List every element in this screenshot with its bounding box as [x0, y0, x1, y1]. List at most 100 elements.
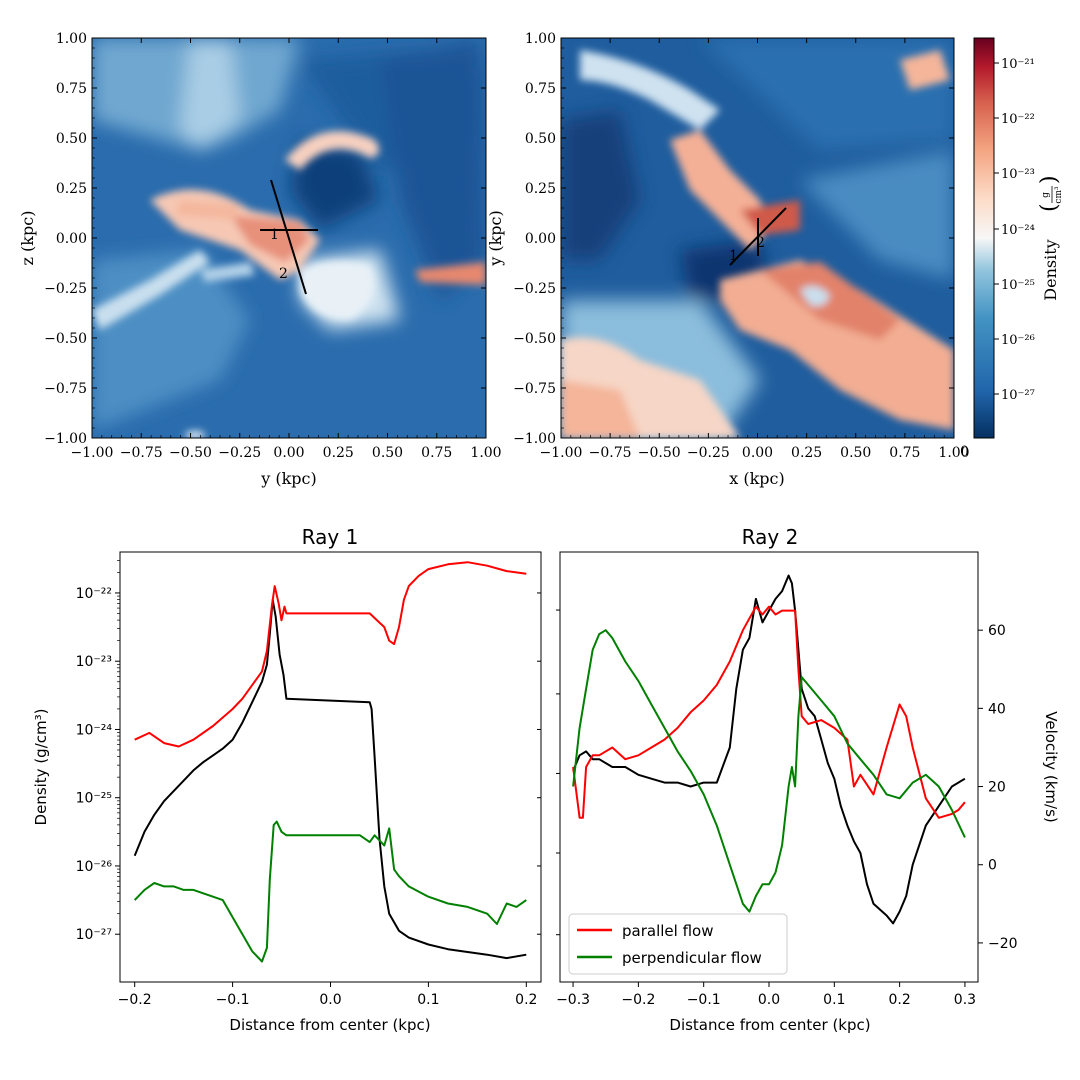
- map-ytick-label: −1.00: [44, 431, 87, 447]
- map-xtick-label: −0.50: [638, 445, 681, 461]
- map-xy-ylabel: y (kpc): [486, 210, 505, 267]
- ytick-label: −20: [988, 936, 1018, 952]
- colorbar-tick-label: 10⁻²⁵: [1001, 278, 1035, 293]
- xtick-label: 0.0: [758, 992, 780, 1008]
- map-ytick-label: 0.00: [56, 231, 87, 247]
- ray1-series: [133, 561, 527, 963]
- map-xtick-label: 0.75: [421, 445, 452, 461]
- colorbar-paren-close: ): [1037, 175, 1062, 184]
- xtick-label: −0.2: [621, 992, 655, 1008]
- map-xtick-label: 1.00: [470, 445, 501, 461]
- map-ytick-label: 0.50: [525, 131, 556, 147]
- ray1-frame: [119, 551, 542, 983]
- map-xtick-label: −0.75: [589, 445, 632, 461]
- xtick-label: −0.1: [216, 992, 250, 1008]
- ray1-panel: Ray 1 −0.2 −0.1 0.0 0.1 0.2 10⁻²⁷ 10⁻²⁶ 10⁻²⁵ 10…: [32, 525, 542, 1034]
- colorbar-label: Density: [1041, 239, 1060, 300]
- density-map-yz: −1.00−1.00 −0.75 −0.75 −0.50 −0.50 −0.25 −0.25…: [18, 31, 502, 488]
- map-ytick-label: 0.00: [525, 231, 556, 247]
- map-ytick-label: 0.25: [525, 181, 556, 197]
- colorbar-tick-label: 10⁻²⁷: [1001, 388, 1035, 403]
- map-xy-ticks: −1.00−1.00 −0.75 −0.75 −0.50 −0.50 −0.25 −0.25…: [513, 31, 969, 461]
- xtick-label: 0.3: [954, 992, 976, 1008]
- map-ytick-label: −0.25: [44, 281, 87, 297]
- xtick-label: 0.0: [319, 992, 341, 1008]
- colorbar-unit-num: g: [1041, 192, 1051, 198]
- map-xy-ray2-label: 2: [756, 235, 765, 251]
- map-xtick-label: −1.00: [71, 445, 114, 461]
- ray2-frame: [559, 551, 979, 983]
- ray2-series: [572, 574, 966, 925]
- map-xtick-label: 0.25: [323, 445, 354, 461]
- map-xtick-label: 0.50: [840, 445, 871, 461]
- density-map-xy: −1.00−1.00 −0.75 −0.75 −0.50 −0.50 −0.25 −0.25…: [486, 31, 970, 488]
- ray2-panel: Ray 2 −0.3 −0.2 −0.1 0.0 0.1 0.2 0.3 −20 0 20 40 60…: [556, 525, 1060, 1034]
- map-yz-ray1-label: 1: [270, 227, 279, 243]
- map-ytick-label: 0.50: [56, 131, 87, 147]
- xtick-label: −0.1: [687, 992, 721, 1008]
- legend-box: [568, 913, 788, 975]
- colorbar: 10⁻²¹ 10⁻²² 10⁻²³ 10⁻²⁴ 10⁻²⁵ 10⁻²⁶ 10⁻²⁷ 0 De…: [960, 37, 1064, 460]
- map-yz-ray2-label: 2: [279, 266, 288, 282]
- colorbar-paren-open: (: [1037, 203, 1062, 212]
- xtick-label: 0.1: [417, 992, 439, 1008]
- xtick-label: −0.3: [556, 992, 590, 1008]
- xtick-label: 0.2: [515, 992, 537, 1008]
- map-xtick-label: 0.00: [742, 445, 773, 461]
- map-xtick-label: −0.25: [218, 445, 261, 461]
- map-xtick-label: 0.75: [889, 445, 920, 461]
- xtick-label: 0.2: [888, 992, 910, 1008]
- xtick-label: −0.2: [118, 992, 152, 1008]
- ytick-label: 10⁻²³: [76, 654, 112, 670]
- ray1-axes: −0.2 −0.1 0.0 0.1 0.2 10⁻²⁷ 10⁻²⁶ 10⁻²⁵ 10⁻²⁴ 10⁻…: [76, 560, 541, 1008]
- map-xy-ray1-label: 1: [729, 248, 738, 264]
- map-ytick-label: 1.00: [56, 31, 87, 47]
- map-ytick-label: −0.75: [44, 381, 87, 397]
- map-ytick-label: −0.50: [513, 331, 556, 347]
- map-xtick-label: −0.25: [687, 445, 730, 461]
- ytick-label: 20: [988, 780, 1006, 796]
- ray1-ylabel: Density (g/cm³): [32, 709, 50, 826]
- colorbar-extra-tick: 0: [960, 444, 969, 460]
- colorbar-label-group: Density ( g cm³ ): [1037, 175, 1064, 300]
- series-parallel-flow: [572, 605, 966, 819]
- ray2-legend: parallel flow perpendicular flow: [568, 913, 788, 975]
- map-ytick-label: −0.25: [513, 281, 556, 297]
- map-xy-xlabel: x (kpc): [729, 469, 785, 488]
- colorbar-gradient: [973, 37, 995, 439]
- map-ytick-label: −0.75: [513, 381, 556, 397]
- map-xtick-label: −0.75: [120, 445, 163, 461]
- ray2-title: Ray 2: [742, 525, 799, 549]
- map-yz-ray2-line: [270, 179, 307, 295]
- colorbar-tick-label: 10⁻²³: [1001, 167, 1035, 182]
- colorbar-tick-label: 10⁻²⁴: [1001, 223, 1035, 238]
- map-ytick-label: −1.00: [513, 431, 556, 447]
- legend-perpendicular-label: perpendicular flow: [622, 949, 762, 967]
- map-xtick-label: −0.50: [169, 445, 212, 461]
- map-ytick-label: 1.00: [525, 31, 556, 47]
- colorbar-tick-label: 10⁻²¹: [1001, 57, 1035, 72]
- series-density: [133, 598, 527, 960]
- ray2-xlabel: Distance from center (kpc): [669, 1016, 870, 1034]
- map-yz-ticks: −1.00−1.00 −0.75 −0.75 −0.50 −0.50 −0.25 −0.25…: [44, 31, 501, 461]
- colorbar-tick-label: 10⁻²⁶: [1001, 333, 1035, 348]
- series-perpendicular-flow: [133, 820, 527, 963]
- series-density: [572, 574, 966, 925]
- map-xtick-label: 0.50: [372, 445, 403, 461]
- series-parallel-flow: [134, 561, 527, 748]
- ytick-label: 10⁻²²: [76, 586, 112, 602]
- ray2-axes: −0.3 −0.2 −0.1 0.0 0.1 0.2 0.3 −20 0 20 40 60: [556, 609, 1018, 1008]
- map-ytick-label: 0.75: [56, 81, 87, 97]
- map-yz-ylabel: z (kpc): [18, 211, 37, 266]
- colorbar-ticks: 10⁻²¹ 10⁻²² 10⁻²³ 10⁻²⁴ 10⁻²⁵ 10⁻²⁶ 10⁻²⁷: [994, 57, 1035, 403]
- map-xtick-label: 1.00: [938, 445, 969, 461]
- map-ytick-label: 0.75: [525, 81, 556, 97]
- map-xy-field: [561, 38, 954, 438]
- legend-parallel-label: parallel flow: [622, 922, 713, 940]
- ytick-label: 10⁻²⁶: [76, 859, 113, 875]
- map-ytick-label: −0.50: [44, 331, 87, 347]
- xtick-label: 0.1: [823, 992, 845, 1008]
- ray1-title: Ray 1: [302, 525, 359, 549]
- series-perpendicular-flow: [572, 629, 966, 913]
